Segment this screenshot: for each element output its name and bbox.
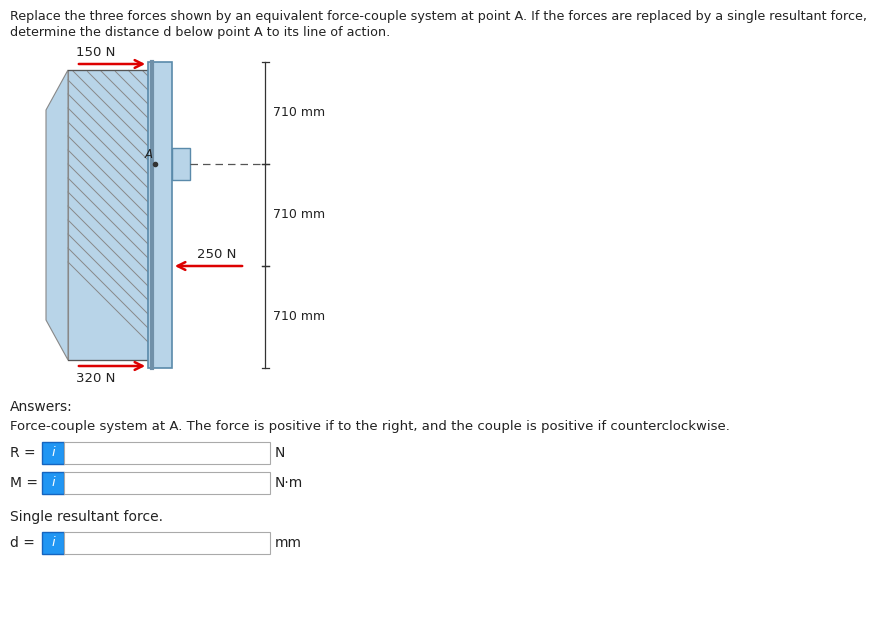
Text: i: i bbox=[51, 537, 55, 549]
Text: 320 N: 320 N bbox=[76, 372, 116, 386]
Text: i: i bbox=[51, 477, 55, 490]
Text: 710 mm: 710 mm bbox=[273, 310, 325, 324]
Text: M =: M = bbox=[10, 476, 38, 490]
Bar bbox=[42, 532, 64, 554]
Text: N: N bbox=[275, 446, 285, 460]
Text: 710 mm: 710 mm bbox=[273, 107, 325, 120]
Text: 250 N: 250 N bbox=[197, 248, 237, 260]
Text: 150 N: 150 N bbox=[76, 46, 116, 60]
Text: N·m: N·m bbox=[275, 476, 303, 490]
Text: i: i bbox=[51, 446, 55, 460]
Text: A: A bbox=[145, 147, 153, 161]
Bar bbox=[172, 148, 190, 180]
Text: Answers:: Answers: bbox=[10, 400, 73, 414]
Text: mm: mm bbox=[275, 536, 302, 550]
Text: 710 mm: 710 mm bbox=[273, 209, 325, 221]
Text: d =: d = bbox=[10, 536, 35, 550]
Bar bbox=[148, 62, 172, 368]
Bar bbox=[64, 472, 270, 494]
Text: Single resultant force.: Single resultant force. bbox=[10, 510, 163, 524]
Text: Replace the three forces shown by an equivalent force-couple system at point A. : Replace the three forces shown by an equ… bbox=[10, 10, 867, 23]
Bar bbox=[42, 442, 64, 464]
Bar bbox=[42, 472, 64, 494]
Text: R =: R = bbox=[10, 446, 36, 460]
Bar bbox=[64, 532, 270, 554]
Text: determine the distance d below point A to its line of action.: determine the distance d below point A t… bbox=[10, 26, 391, 39]
Bar bbox=[68, 70, 148, 360]
Bar bbox=[64, 442, 270, 464]
Polygon shape bbox=[46, 70, 68, 360]
Text: Force-couple system at A. The force is positive if to the right, and the couple : Force-couple system at A. The force is p… bbox=[10, 420, 730, 433]
